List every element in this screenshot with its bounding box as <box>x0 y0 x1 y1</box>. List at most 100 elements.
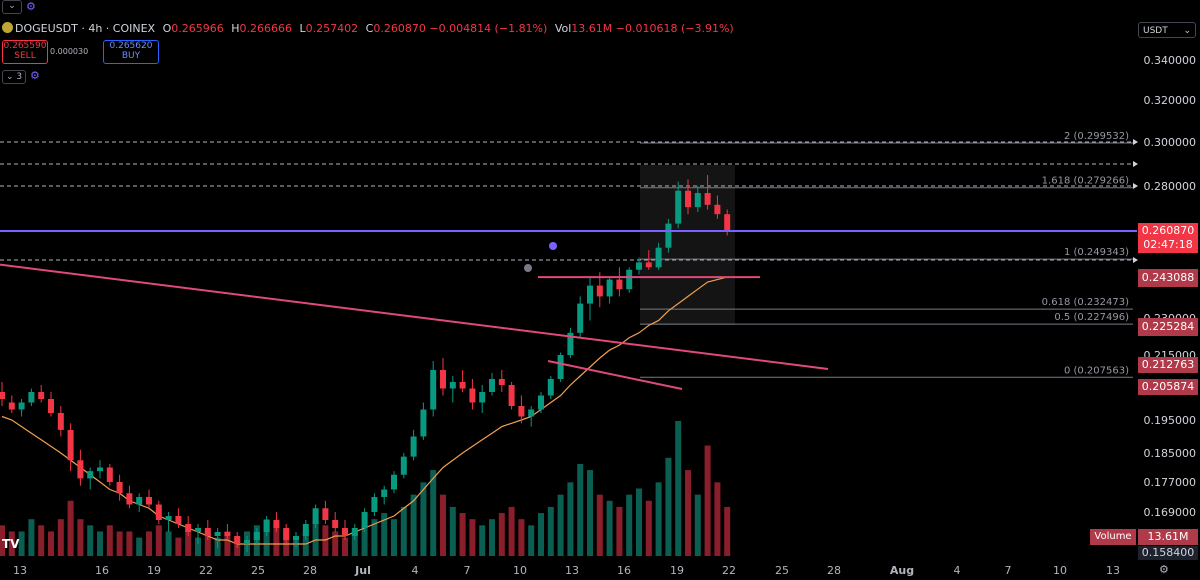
level-arrow <box>1133 183 1138 189</box>
volume-bar <box>28 519 35 556</box>
gear-icon[interactable]: ⚙ <box>30 69 40 82</box>
candle-body <box>459 382 466 389</box>
level-arrow <box>1133 256 1138 263</box>
x-tick-label: 22 <box>199 564 213 577</box>
volume-bar <box>77 519 84 556</box>
change-value: −0.004814 (−1.81%) <box>429 22 548 35</box>
volume-bar <box>596 494 603 556</box>
x-tick-label: 13 <box>13 564 27 577</box>
x-tick-label: 25 <box>251 564 265 577</box>
candle-body <box>57 413 64 430</box>
y-tick-label: 0.185000 <box>1144 447 1197 460</box>
volume-bar <box>146 531 152 556</box>
candle-body <box>479 392 486 403</box>
candle-body <box>665 223 672 248</box>
candle-body <box>704 193 711 205</box>
volume-bar <box>322 525 329 556</box>
volume-bar <box>528 525 535 556</box>
volume-value: 13.61M <box>571 22 613 35</box>
volume-bar <box>136 537 143 556</box>
x-tick-label: 7 <box>464 564 471 577</box>
layout-dropdown[interactable]: ⌄ <box>2 0 22 14</box>
candle-body <box>0 392 5 399</box>
x-tick-label: 19 <box>670 564 684 577</box>
x-tick-label: Jul <box>354 564 371 577</box>
candle-body <box>224 532 231 536</box>
tradingview-logo: TV <box>2 537 20 551</box>
candle-body <box>38 392 45 399</box>
volume-bar <box>724 506 731 556</box>
volume-bar <box>518 519 525 556</box>
candle-body <box>626 269 633 290</box>
volume-bar <box>440 494 446 556</box>
x-tick-label: 10 <box>1053 564 1067 577</box>
candle-body <box>18 402 25 410</box>
volume-bar <box>587 470 593 556</box>
fib-level-label: 1 (0.249343) <box>1064 247 1129 258</box>
y-tick-label: 0.177000 <box>1144 476 1197 489</box>
volume-bar <box>175 537 182 556</box>
candle-body <box>77 460 84 479</box>
x-tick-label: 16 <box>95 564 109 577</box>
candle-body <box>410 436 417 457</box>
volume-bar <box>616 506 623 556</box>
candle-body <box>381 489 388 497</box>
gear-icon[interactable]: ⚙ <box>26 0 36 13</box>
candle-body <box>538 395 544 410</box>
volume-bar <box>126 531 133 556</box>
fib-level-label: 0 (0.207563) <box>1064 365 1129 376</box>
candle-body <box>97 467 103 472</box>
volume-bar <box>430 470 437 556</box>
bar-countdown: 02:47:18 <box>1143 238 1193 251</box>
gear-icon[interactable]: ⚙ <box>1159 563 1169 576</box>
chevron-down-icon: ⌄ <box>1183 26 1191 36</box>
symbol-name[interactable]: DOGEUSDT · 4h · COINEX <box>15 22 156 35</box>
candle-body <box>430 370 437 410</box>
candle-body <box>244 540 250 544</box>
x-tick-label: 4 <box>954 564 961 577</box>
candle-body <box>714 204 721 215</box>
volume-bar <box>97 531 103 556</box>
x-tick-label: 22 <box>722 564 736 577</box>
candle-body <box>322 508 329 520</box>
volume-bar <box>449 506 456 556</box>
volume-change-value: −0.010618 (−3.91%) <box>615 22 734 35</box>
candle-body <box>489 379 495 392</box>
candle-body <box>675 190 682 224</box>
volume-bar <box>18 531 25 556</box>
candle-body <box>645 262 652 268</box>
candle-body <box>449 382 456 389</box>
volume-bar <box>312 519 319 556</box>
candle-body <box>351 528 358 536</box>
buy-button[interactable]: 0.265620 BUY <box>103 40 159 64</box>
x-tick-label: 4 <box>412 564 419 577</box>
candle-body <box>126 493 133 505</box>
volume-bar <box>224 531 231 556</box>
volume-bar <box>67 500 74 556</box>
volume-bar <box>645 500 652 556</box>
volume-bar <box>665 457 672 556</box>
chart-header: ⌄ ⚙ DOGEUSDT · 4h · COINEX O0.265966 H0.… <box>0 0 1200 84</box>
indicators-toggle[interactable]: ⌄ 3 <box>2 70 27 84</box>
volume-bar <box>714 482 721 556</box>
candle-body <box>214 532 221 536</box>
candle-body <box>185 524 192 532</box>
candle-body <box>273 520 280 528</box>
candle-body <box>498 379 505 385</box>
candle-body <box>342 528 348 536</box>
spread-value: 0.000030 <box>50 47 89 56</box>
price-tag-level-2: 0.225284 <box>1138 318 1198 336</box>
volume-bar <box>606 500 613 556</box>
sell-button[interactable]: 0.265590 SELL <box>2 40 48 64</box>
volume-bar <box>0 525 5 556</box>
volume-bar <box>636 488 642 556</box>
candle-body <box>8 402 15 410</box>
volume-bar <box>655 482 662 556</box>
level-arrow <box>1133 161 1138 167</box>
x-tick-label: 7 <box>1005 564 1012 577</box>
candle-body <box>155 504 162 520</box>
currency-select[interactable]: USDT ⌄ <box>1138 22 1196 38</box>
candle-body <box>106 467 113 482</box>
candle-body <box>116 482 123 494</box>
